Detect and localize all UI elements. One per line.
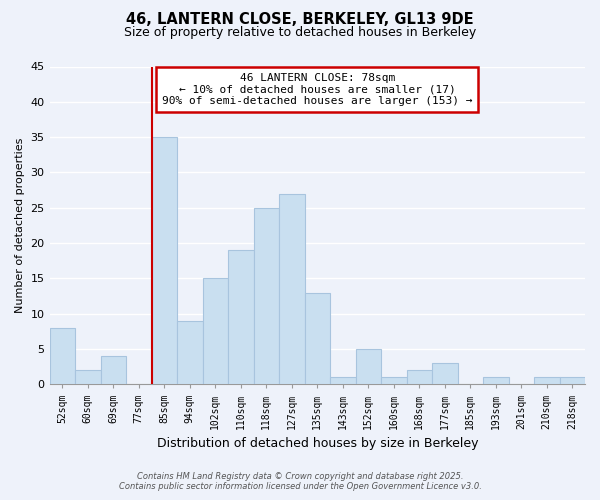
Bar	[279, 194, 305, 384]
Text: Size of property relative to detached houses in Berkeley: Size of property relative to detached ho…	[124, 26, 476, 39]
Bar	[50, 328, 75, 384]
Bar	[356, 349, 381, 384]
Text: Contains HM Land Registry data © Crown copyright and database right 2025.
Contai: Contains HM Land Registry data © Crown c…	[119, 472, 481, 491]
Bar	[152, 137, 177, 384]
Bar	[432, 363, 458, 384]
Bar	[203, 278, 228, 384]
Bar	[305, 292, 330, 384]
Y-axis label: Number of detached properties: Number of detached properties	[15, 138, 25, 313]
Bar	[560, 378, 585, 384]
Bar	[407, 370, 432, 384]
Text: 46, LANTERN CLOSE, BERKELEY, GL13 9DE: 46, LANTERN CLOSE, BERKELEY, GL13 9DE	[126, 12, 474, 28]
Text: 46 LANTERN CLOSE: 78sqm
← 10% of detached houses are smaller (17)
90% of semi-de: 46 LANTERN CLOSE: 78sqm ← 10% of detache…	[162, 73, 473, 106]
Bar	[177, 321, 203, 384]
Bar	[381, 378, 407, 384]
Bar	[75, 370, 101, 384]
Bar	[534, 378, 560, 384]
Bar	[228, 250, 254, 384]
X-axis label: Distribution of detached houses by size in Berkeley: Distribution of detached houses by size …	[157, 437, 478, 450]
Bar	[483, 378, 509, 384]
Bar	[101, 356, 126, 384]
Bar	[254, 208, 279, 384]
Bar	[330, 378, 356, 384]
